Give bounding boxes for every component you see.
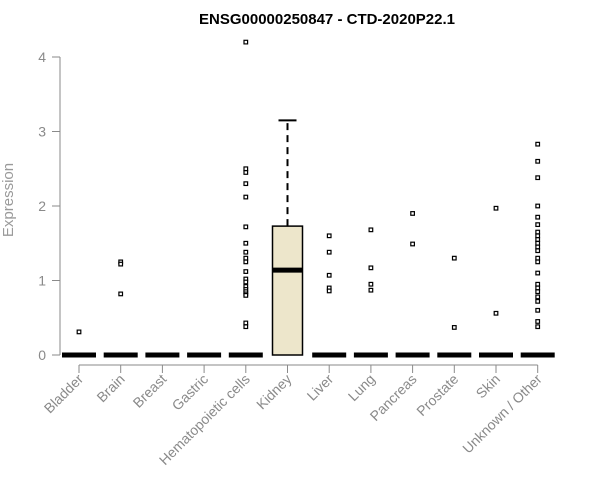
box-group [312, 233, 347, 358]
outlier-point [535, 270, 541, 276]
outlier-point [535, 294, 541, 300]
outlier-point [368, 287, 374, 293]
outlier-point [535, 259, 541, 265]
x-tick-label: Liver [304, 371, 337, 404]
outlier-point [368, 281, 374, 287]
outlier-point [493, 310, 499, 316]
outlier-point [118, 261, 124, 267]
outlier-point [368, 265, 374, 271]
x-tick-label: Lung [345, 371, 378, 404]
outlier-point [535, 255, 541, 261]
outlier-point [410, 211, 415, 216]
x-tick-label: Prostate [413, 371, 461, 419]
outlier-point [243, 279, 249, 285]
outlier-point [243, 240, 249, 246]
y-axis-label: Expression [0, 163, 17, 237]
outlier-point [326, 249, 332, 255]
y-tick-label: 1 [38, 273, 46, 289]
outlier-point [535, 141, 541, 147]
box-group [353, 227, 388, 358]
box-group [62, 329, 96, 358]
outlier-point [535, 237, 541, 242]
outlier-point [493, 205, 499, 211]
outlier-point [243, 170, 249, 175]
outlier-point [243, 166, 249, 172]
outlier-point [535, 222, 541, 228]
x-tick-label: Breast [130, 371, 170, 411]
outlier-point [243, 181, 249, 187]
box [271, 225, 304, 356]
x-tick-label: Skin [473, 371, 504, 402]
outlier-point [243, 39, 249, 45]
outlier-point [535, 203, 541, 209]
outlier-point [243, 259, 249, 265]
box-group [437, 255, 472, 358]
outlier-point [535, 307, 541, 313]
box-group [228, 39, 263, 358]
outlier-point [410, 241, 415, 247]
outlier-point [243, 255, 249, 261]
outlier-point [535, 298, 541, 304]
x-tick-label: Bladder [41, 371, 87, 417]
x-tick-label: Kidney [253, 371, 295, 413]
outlier-point [326, 272, 332, 278]
box-group [103, 259, 138, 358]
outlier-point [243, 249, 249, 255]
outlier-point [535, 214, 541, 220]
x-tick-label: Brain [93, 371, 127, 405]
outlier-point [535, 244, 541, 250]
y-tick-label: 2 [38, 198, 46, 214]
outlier-point [118, 291, 124, 297]
chart-title: ENSG00000250847 - CTD-2020P22.1 [199, 11, 455, 28]
box-group [520, 141, 555, 358]
box-group [395, 211, 430, 358]
outlier-point [368, 227, 374, 233]
outlier-point [535, 240, 541, 246]
outlier-point [451, 325, 457, 330]
box-group [479, 205, 513, 358]
outlier-point [535, 319, 541, 324]
plot-area [62, 39, 555, 358]
outlier-point [326, 288, 332, 294]
outlier-point [451, 255, 457, 261]
outlier-point [243, 194, 249, 200]
y-tick-label: 3 [38, 124, 46, 140]
outlier-point [535, 281, 541, 287]
outlier-point [535, 324, 541, 330]
outlier-point [76, 329, 82, 335]
outlier-point [535, 248, 541, 254]
outlier-point [326, 233, 332, 239]
outlier-point [535, 289, 541, 295]
outlier-point [535, 233, 541, 239]
outlier-point [243, 224, 249, 230]
y-tick-label: 4 [38, 49, 46, 65]
outlier-point [243, 324, 249, 330]
y-axis: 0 1 2 3 4 [38, 49, 61, 363]
outlier-point [535, 285, 541, 291]
x-tick-label: Unknown / Other [459, 371, 545, 457]
outlier-point [535, 175, 541, 181]
box-group [271, 119, 304, 356]
outlier-point [243, 320, 249, 326]
outlier-point [243, 293, 249, 298]
y-tick-label: 0 [38, 347, 46, 363]
outlier-point [243, 269, 249, 274]
outlier-point [535, 158, 541, 164]
outlier-point [535, 229, 541, 235]
